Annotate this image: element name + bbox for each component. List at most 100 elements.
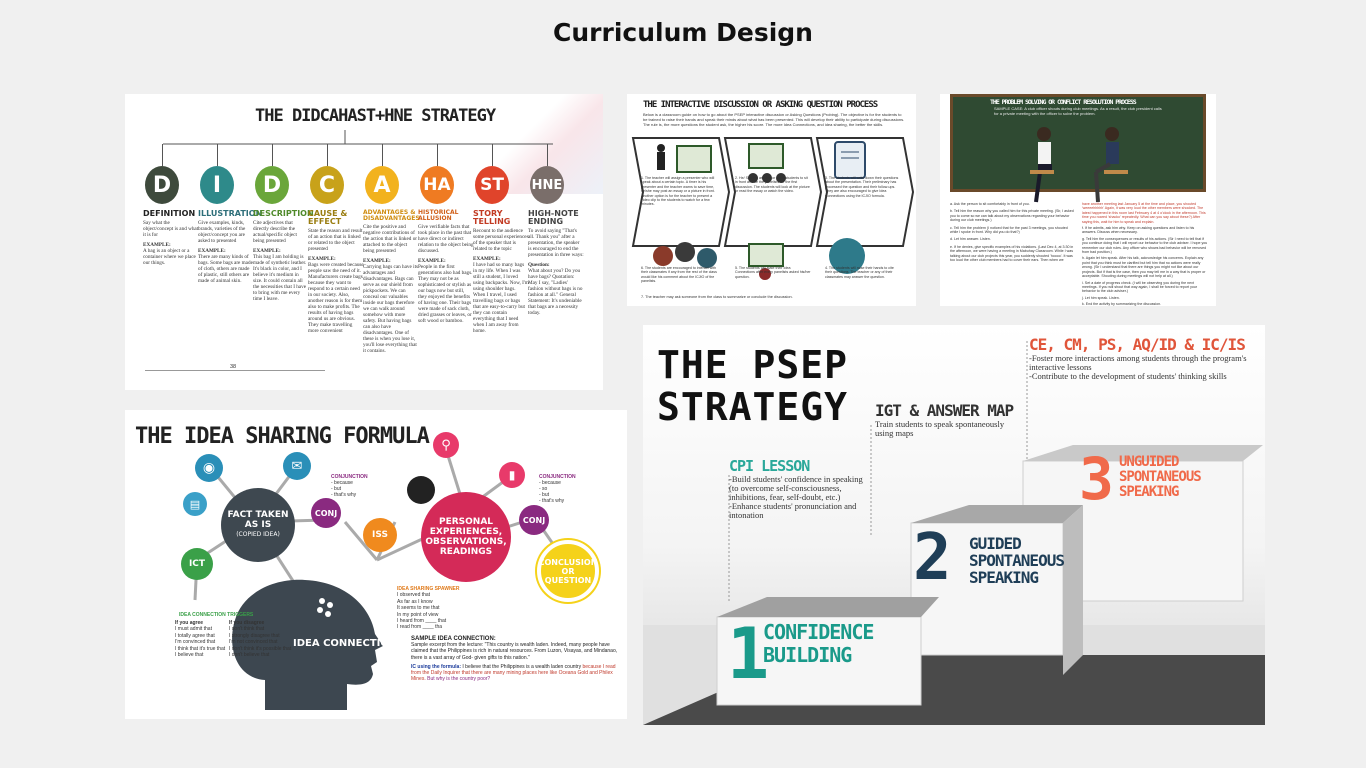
step-1-number: 1 <box>727 613 769 695</box>
didcahast-letter-7: ST <box>475 166 509 204</box>
step-3-number: 3 <box>1079 445 1114 513</box>
agree-item: I think that it's true that <box>175 645 226 652</box>
interactive-step-1: 1. The teacher will assign a presenter w… <box>641 176 715 207</box>
ce-text-2: -Contribute to the development of studen… <box>1029 371 1227 381</box>
didcahast-panel: THE DIDCAHAST+HNE STRATEGY 38 D DEFINITIO… <box>125 94 603 390</box>
problem-step-e: e. If he denies, give specific examples … <box>950 244 1074 263</box>
video-icon: ◉ <box>195 454 223 482</box>
didcahast-page-number: 38 <box>230 364 237 370</box>
didcahast-heading: ILLUSTRATION <box>198 209 263 218</box>
didcahast-description: Recount to the audience some personal ex… <box>473 228 529 252</box>
didcahast-column-8: HIGH-NOTE ENDING To avoid saying "That's … <box>528 210 584 317</box>
tree-stem <box>382 144 383 166</box>
interactive-step-2: 2. He/ She will ask five or more student… <box>735 176 810 194</box>
sample-formula-label: IC using the formula: <box>411 663 461 670</box>
step-2-number: 2 <box>913 521 952 595</box>
didcahast-example-label: EXAMPLE: <box>143 242 171 248</box>
step-2-line-1: GUIDED <box>969 534 1022 553</box>
igt-text: Train students to speak spontaneously us… <box>875 419 1005 438</box>
didcahast-column-4: CAUSE & EFFECT State the reason and resul… <box>308 210 364 335</box>
step-3-line-3: SPEAKING <box>1119 484 1179 500</box>
step-3-label: UNGUIDED SPONTANEOUS SPEAKING <box>1119 455 1202 500</box>
agree-heading: If you agree <box>175 620 204 626</box>
conj-circle-2: CONJ <box>519 505 549 535</box>
problem-step-j: j. Let him speak. Listen. <box>1082 295 1120 300</box>
interactive-panel: THE INTERACTIVE DISCUSSION OR ASKING QUE… <box>627 94 916 306</box>
cpi-block: CPI LESSON -Build students' confidence i… <box>729 457 869 520</box>
spawner-heading: IDEA SHARING SPAWNER <box>397 586 460 592</box>
sample-block: SAMPLE IDEA CONNECTION: Sample excerpt f… <box>411 636 621 682</box>
disagree-item: I don't think that <box>229 626 265 633</box>
flow-chevrons <box>631 137 915 280</box>
step-1-line-1: CONFIDENCE <box>763 620 874 644</box>
disagree-heading: If you disagree <box>229 620 265 626</box>
didcahast-example-label: Question: <box>528 262 550 268</box>
problem-title: THE PROBLEM SOLVING OR CONFLICT RESOLUTI… <box>990 98 1137 106</box>
didcahast-description: Cite adjectives that directly describe t… <box>253 220 297 244</box>
conjunction-heading-2: CONJUNCTION <box>539 474 576 480</box>
problem-left-steps: a. Ask the person to sit comfortably in … <box>950 202 1074 262</box>
didcahast-letter-3: D <box>255 166 289 204</box>
psep-floor-and-stairs <box>643 341 1265 725</box>
didcahast-example: There are many kinds of bags. Some bags … <box>198 254 253 284</box>
problem-case: SAMPLE CASE: A club officer shouts durin… <box>994 106 1162 116</box>
spawner-item: In my point of view <box>397 611 439 618</box>
step-2-line-2: SPONTANEOUS <box>969 551 1065 570</box>
didcahast-example: What about you? Do you have bags? Quotat… <box>528 268 583 316</box>
problem-step-g: g. Tell him the consequences or results … <box>1082 236 1208 255</box>
igt-block: IGT & ANSWER MAP Train students to speak… <box>875 401 1045 438</box>
step-1-line-2: BUILDING <box>763 643 852 667</box>
fact-sublabel: (COPIED IDEA) <box>236 531 280 538</box>
chalkboard <box>950 94 1206 192</box>
problem-step-f: f. If he admits, ask him why. Keep on as… <box>1082 226 1195 235</box>
agree-item: I totally agree that <box>175 632 215 639</box>
conjunction-list-2: CONJUNCTION - because - so - but - that'… <box>539 474 576 504</box>
didcahast-letter-5: A <box>365 166 399 204</box>
step-2-label: GUIDED SPONTANEOUS SPEAKING <box>969 534 1065 586</box>
didcahast-description: Give examples, kinds, brands, varieties … <box>198 220 246 244</box>
idea-title: THE IDEA SHARING FORMULA <box>135 424 430 449</box>
sample-formula-1: I believe that the Philippines is a weal… <box>462 663 582 670</box>
didcahast-letter-6: HA <box>420 166 454 204</box>
psep-panel: THE PSEP STRATEGY CPI LESSON -Build stud… <box>643 325 1265 725</box>
conjunction-heading-1: CONJUNCTION <box>331 474 368 480</box>
agree-item: I'm convinced that <box>175 639 216 646</box>
spawner-item: As far as I know <box>397 598 433 605</box>
chat-icon: ▤ <box>183 492 207 516</box>
problem-right-steps: have another meeting last January 5 at t… <box>1082 202 1208 306</box>
problem-step-c: c. Tell him the problem (I noticed that … <box>950 225 1068 235</box>
problem-step-h: h. Again let him speak. After his talk, … <box>1082 256 1206 279</box>
disagree-item: I don't believe that <box>229 652 270 659</box>
tree-connector-lines <box>163 130 553 145</box>
search-icon: ⚲ <box>433 432 459 458</box>
didcahast-example-label: EXAMPLE: <box>198 248 226 254</box>
conjunction-item: - so <box>539 486 548 492</box>
cpi-text-2: -Enhance students' pronunciation and int… <box>729 501 857 520</box>
interactive-step-3: 3. The students will write down their qu… <box>825 176 899 198</box>
triggers-heading: IDEA CONNECTION TRIGGERS <box>179 612 254 618</box>
sample-heading: SAMPLE IDEA CONNECTION: <box>411 636 496 642</box>
igt-title: IGT & ANSWER MAP <box>875 401 1014 420</box>
conversation-illustration <box>1030 127 1128 203</box>
book-icon: ▮ <box>499 462 525 488</box>
interactive-intro: Below is a classroom guide on how to go … <box>643 112 905 127</box>
didcahast-heading: DESCRIPTION <box>253 209 314 218</box>
ce-title: CE, CM, PS, AQ/ID & IC/IS <box>1029 335 1246 354</box>
sample-formula-3: But why is the country poor? <box>427 676 491 683</box>
didcahast-column-5: ADVANTAGES & DISADVANTAGES Cite the posit… <box>363 209 420 355</box>
didcahast-description: Give verifiable facts that took place in… <box>418 224 474 254</box>
step-1-label: CONFIDENCE BUILDING <box>763 620 874 667</box>
mail-icon: ✉ <box>283 452 311 480</box>
disagree-list: If you disagree I don't think that I str… <box>229 620 291 658</box>
didcahast-description: Cite the positive and negative contribut… <box>363 224 418 254</box>
problem-step-b: b. Tell him the reason why you called hi… <box>950 209 1074 223</box>
didcahast-letter-1: D <box>145 166 179 204</box>
ce-block: CE, CM, PS, AQ/ID & IC/IS -Foster more i… <box>1029 335 1261 381</box>
interactive-step-4: 4. The students will raise their hands t… <box>825 266 894 279</box>
didcahast-example-label: EXAMPLE: <box>418 258 446 264</box>
fact-label: FACT TAKEN AS IS <box>227 510 289 530</box>
tree-stem <box>437 144 438 166</box>
didcahast-heading: ADVANTAGES & DISADVANTAGES <box>363 209 420 222</box>
didcahast-description: Say what the object/concept is and what … <box>143 220 199 238</box>
sample-lecture: Sample excerpt from the lecture: "This c… <box>411 642 618 661</box>
